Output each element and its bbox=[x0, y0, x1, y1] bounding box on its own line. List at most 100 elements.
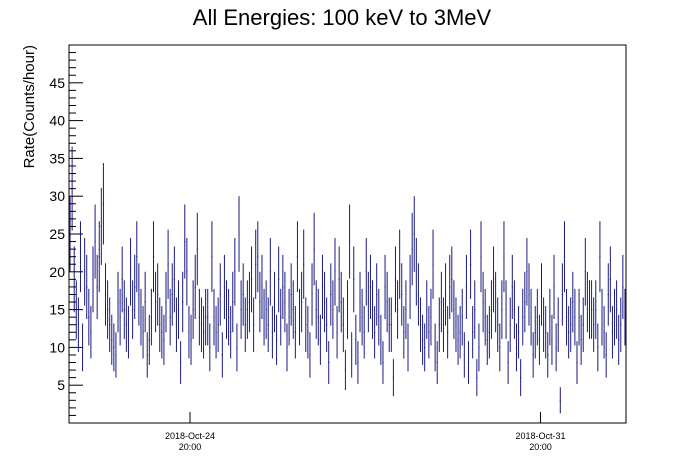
data-point bbox=[259, 271, 261, 333]
data-point bbox=[278, 246, 280, 313]
data-point bbox=[159, 297, 161, 352]
data-point bbox=[94, 204, 96, 279]
data-point bbox=[465, 254, 468, 319]
data-point bbox=[342, 297, 344, 352]
data-point bbox=[332, 280, 334, 339]
data-point bbox=[169, 288, 171, 346]
data-point bbox=[271, 306, 273, 359]
data-point bbox=[442, 297, 445, 352]
data-point bbox=[595, 280, 597, 339]
data-point bbox=[246, 280, 248, 339]
data-point bbox=[576, 341, 578, 384]
data-point bbox=[140, 288, 142, 346]
data-point bbox=[495, 271, 497, 333]
data-point bbox=[376, 263, 378, 326]
y-tick-label: 20 bbox=[49, 264, 65, 280]
data-point bbox=[326, 297, 328, 352]
data-point bbox=[134, 254, 136, 319]
data-point bbox=[409, 254, 411, 319]
data-point bbox=[486, 314, 488, 365]
data-point bbox=[382, 341, 384, 384]
data-point bbox=[346, 280, 349, 339]
data-point bbox=[98, 221, 100, 293]
data-point bbox=[365, 237, 367, 306]
data-point bbox=[467, 341, 470, 384]
data-point bbox=[522, 288, 524, 346]
data-point bbox=[480, 221, 482, 293]
data-point bbox=[219, 263, 221, 326]
data-point bbox=[469, 229, 472, 299]
data-point bbox=[165, 271, 167, 333]
data-point bbox=[434, 323, 436, 372]
data-point bbox=[396, 280, 399, 339]
data-point bbox=[374, 306, 376, 359]
data-point bbox=[605, 332, 607, 378]
data-point bbox=[501, 280, 503, 339]
data-point bbox=[267, 297, 269, 352]
data-point bbox=[194, 254, 196, 319]
data-point bbox=[319, 314, 321, 365]
data-point bbox=[580, 314, 582, 365]
data-point bbox=[353, 246, 355, 313]
data-point bbox=[540, 263, 543, 326]
data-point bbox=[424, 323, 426, 372]
data-point bbox=[399, 229, 401, 299]
data-point bbox=[184, 204, 186, 279]
y-tick-label: 35 bbox=[49, 150, 65, 166]
data-point bbox=[432, 229, 434, 299]
data-point bbox=[557, 297, 559, 352]
data-point bbox=[88, 288, 90, 346]
data-point bbox=[426, 280, 428, 339]
data-point bbox=[307, 306, 309, 359]
data-point bbox=[532, 332, 534, 378]
data-point bbox=[593, 297, 595, 352]
data-point bbox=[305, 297, 307, 352]
data-point bbox=[561, 263, 563, 326]
data-point bbox=[119, 288, 121, 346]
data-point bbox=[263, 288, 265, 346]
data-point bbox=[221, 332, 223, 378]
data-point bbox=[125, 297, 127, 352]
data-point bbox=[211, 221, 213, 293]
data-point bbox=[507, 341, 509, 384]
data-point bbox=[472, 306, 474, 359]
data-point bbox=[261, 254, 263, 319]
data-point bbox=[484, 288, 486, 346]
data-point bbox=[298, 288, 301, 346]
data-point bbox=[273, 271, 276, 333]
data-point bbox=[563, 221, 566, 293]
y-tick-label: 10 bbox=[49, 339, 65, 355]
data-point bbox=[138, 263, 140, 326]
data-point bbox=[244, 297, 246, 352]
data-point bbox=[542, 297, 545, 352]
data-point bbox=[492, 246, 495, 313]
data-point bbox=[77, 297, 79, 352]
data-point bbox=[301, 271, 303, 333]
data-point bbox=[513, 280, 515, 339]
data-point bbox=[311, 263, 313, 326]
data-point bbox=[411, 212, 413, 286]
data-point bbox=[86, 254, 88, 319]
data-point bbox=[200, 297, 203, 352]
y-tick-label: 25 bbox=[49, 226, 65, 242]
data-point bbox=[447, 306, 449, 359]
data-point bbox=[449, 254, 451, 319]
data-point bbox=[100, 187, 102, 265]
data-point bbox=[161, 306, 163, 359]
data-point bbox=[355, 314, 357, 365]
data-point bbox=[250, 246, 253, 313]
data-point bbox=[384, 254, 386, 319]
data-point bbox=[240, 280, 242, 339]
data-point bbox=[232, 271, 234, 333]
data-point bbox=[588, 280, 591, 339]
data-point bbox=[286, 323, 288, 372]
data-point bbox=[317, 288, 319, 346]
data-point bbox=[361, 288, 363, 346]
data-point bbox=[474, 280, 476, 339]
data-point bbox=[457, 314, 459, 365]
data-point bbox=[290, 263, 292, 326]
data-point bbox=[526, 237, 528, 306]
